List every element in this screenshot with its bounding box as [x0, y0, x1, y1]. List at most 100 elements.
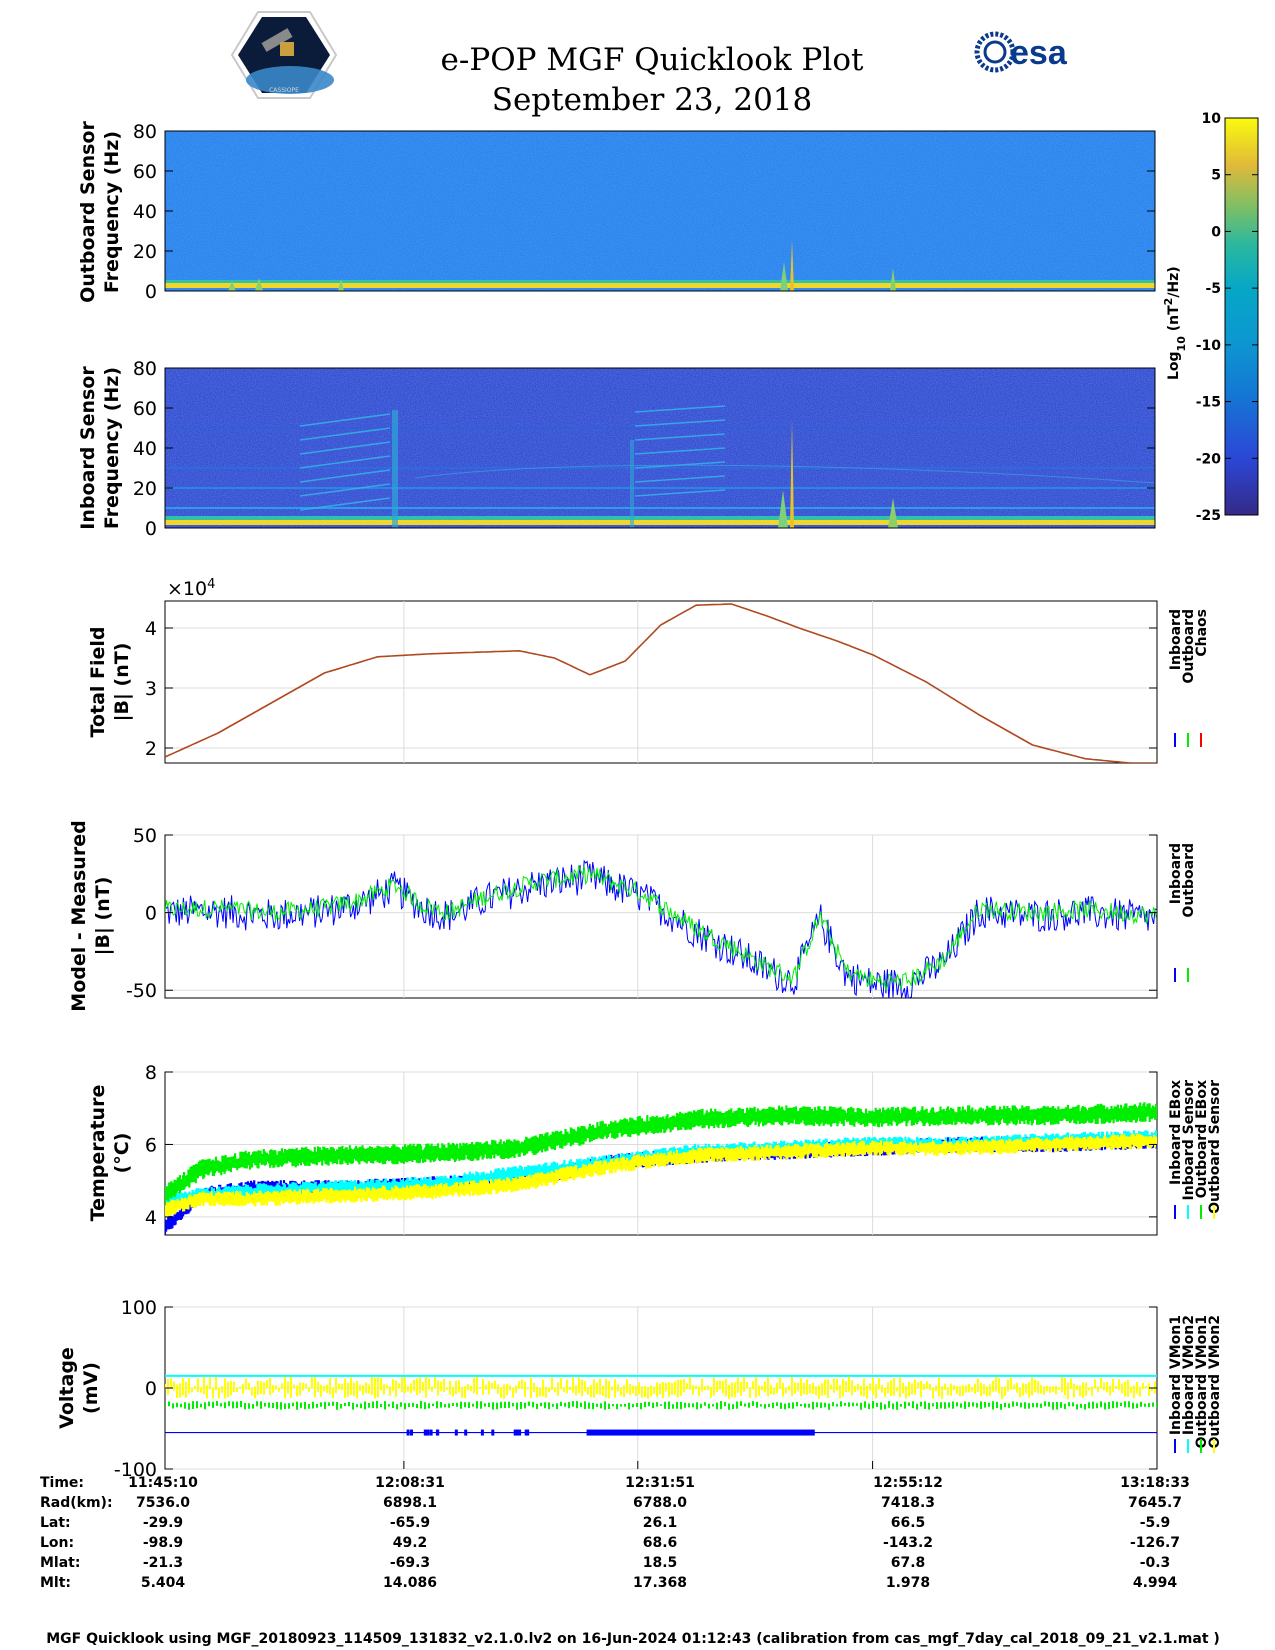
voltage-inboard-vmon1-burst	[464, 1429, 468, 1436]
legend-label: Outboard Sensor	[1207, 1080, 1223, 1214]
ephemeris-cell: 7418.3	[881, 1495, 935, 1511]
voltage-inboard-vmon1-burst	[426, 1429, 430, 1436]
voltage-inboard-vmon1-burst	[423, 1429, 427, 1436]
ephemeris-row-label: Rad(km):	[40, 1495, 113, 1511]
ephemeris-cell: -126.7	[1130, 1535, 1180, 1551]
legend-label: Inboard VMon1	[1168, 1315, 1184, 1435]
ephemeris-cell: -21.3	[143, 1555, 183, 1571]
outboard-burst-2	[780, 262, 788, 291]
outboard-y-tick-label: 20	[133, 241, 157, 263]
ephemeris-cell: 7645.7	[1128, 1495, 1182, 1511]
ephemeris-row-label: Mlat:	[40, 1555, 80, 1571]
ephemeris-cell: 5.404	[141, 1575, 186, 1591]
voltage-inboard-vmon1-burst	[480, 1429, 484, 1436]
temperature-panel: 8 6 4 Temperature (°C) Inboard EBoxInboard…	[87, 1062, 1223, 1236]
inboard-striation	[634, 489, 726, 497]
total-field-panel: 4 3 2 ×104 Total Field |B| (nT) InboardOut…	[87, 577, 1210, 764]
legend-label: Outboard VMon1	[1194, 1315, 1210, 1449]
outboard-y-ticks: 80 60 40 20 0	[133, 121, 1155, 303]
voltage-y-label-line2: (mV)	[80, 1362, 102, 1414]
ephemeris-cell: 49.2	[393, 1535, 428, 1551]
colorbar-tick-label: -5	[1205, 281, 1221, 297]
inboard-striation	[634, 419, 726, 427]
model-measured-y-tick-label: 50	[133, 825, 157, 847]
ephemeris-cell: 4.994	[1133, 1575, 1178, 1591]
outboard-low-band	[165, 280, 1155, 283]
colorbar-tick-label: 0	[1211, 224, 1221, 240]
model-measured-series	[165, 859, 1157, 998]
voltage-y-tick-label: 0	[145, 1378, 157, 1400]
voltage-inboard-vmon1-dense	[586, 1429, 815, 1436]
total-field-y-tick-label: 3	[145, 678, 157, 700]
voltage-inboard-vmon1-burst	[406, 1429, 410, 1436]
ephemeris-cell: -98.9	[143, 1535, 183, 1551]
page-title: e-POP MGF Quicklook Plot	[441, 42, 864, 78]
voltage-inboard-vmon1-burst	[515, 1429, 519, 1436]
ephemeris-cell: 13:18:33	[1120, 1475, 1190, 1491]
header: CASSIOPE e-POP MGF Quicklook Plot Septem…	[230, 11, 1068, 118]
inboard-striation	[634, 433, 726, 441]
ephemeris-row-label: Mlt:	[40, 1575, 71, 1591]
legend-label: Outboard	[1181, 609, 1197, 684]
ephemeris-cell: 11:45:10	[128, 1475, 198, 1491]
ephemeris-cell: 26.1	[643, 1515, 678, 1531]
total-field-line	[165, 603, 1157, 763]
cassiope-logo: CASSIOPE	[230, 11, 338, 99]
inboard-striation	[299, 469, 391, 483]
inboard-striations	[299, 405, 1155, 511]
temperature-y-label-line1: Temperature	[87, 1085, 109, 1222]
inboard-striation	[299, 427, 391, 441]
ephemeris-row-label: Time:	[40, 1475, 84, 1491]
inboard-dc-band	[165, 520, 1155, 525]
inboard-striation	[299, 455, 391, 469]
outboard-y-tick-label: 40	[133, 201, 157, 223]
voltage-series	[165, 1374, 1157, 1469]
ephemeris-cell: -143.2	[883, 1535, 933, 1551]
model-measured-y-tick-label: 0	[145, 903, 157, 925]
total-field-y-label-line2: |B| (nT)	[111, 643, 133, 722]
outboard-dc-band	[165, 283, 1155, 288]
inboard-striation	[299, 413, 391, 427]
voltage-inboard-vmon1-burst	[518, 1429, 522, 1436]
inboard-y-ticks: 80 60 40 20 0	[133, 358, 1155, 540]
inboard-striation	[414, 464, 1155, 484]
esa-logo: esa	[974, 31, 1068, 73]
ephemeris-cell: 12:31:51	[625, 1475, 695, 1491]
total-field-y-label-line1: Total Field	[87, 626, 109, 737]
colorbar-tick-label: -15	[1196, 395, 1221, 411]
model-measured-panel: 50 0 -50 Model - Measured |B| (nT) Inboard…	[68, 820, 1197, 1011]
inboard-spectrogram-noise	[165, 368, 1155, 528]
legend-label: Chaos	[1194, 609, 1210, 657]
inboard-low-band	[165, 516, 1155, 520]
temperature-y-tick-label: 8	[145, 1062, 157, 1084]
voltage-y-tick-label: 100	[121, 1297, 157, 1319]
ephemeris-table: Time: Rad(km): Lat: Lon: Mlat: Mlt: 11:45:10 75…	[40, 1475, 1190, 1591]
total-field-series	[165, 603, 1157, 763]
outboard-y-label-line1: Outboard Sensor	[77, 121, 99, 303]
temperature-y-tick-label: 6	[145, 1134, 157, 1156]
voltage-outboard-vmon1	[165, 1401, 1157, 1410]
ephemeris-cell: 66.5	[891, 1515, 926, 1531]
inboard-band-2	[630, 440, 634, 528]
model-measured-y-label-line2: |B| (nT)	[92, 877, 114, 956]
total-field-exponent: ×104	[167, 577, 215, 601]
footer-caption: MGF Quicklook using MGF_20180923_114509_…	[46, 1631, 1220, 1647]
inboard-y-tick-label: 0	[145, 518, 157, 540]
voltage-y-ticks: 100 0 -100	[114, 1297, 1157, 1481]
temperature-series	[165, 1102, 1157, 1235]
model-measured-y-tick-label: -50	[126, 980, 157, 1002]
ephemeris-cell: 6788.0	[633, 1495, 687, 1511]
page-date: September 23, 2018	[492, 82, 813, 118]
outboard-y-tick-label: 60	[133, 161, 157, 183]
outboard-y-label-line2: Frequency (Hz)	[101, 131, 123, 293]
ephemeris-cell: -69.3	[390, 1555, 430, 1571]
colorbar-tick-label: 10	[1202, 111, 1222, 127]
voltage-inboard-vmon1-burst	[410, 1429, 413, 1436]
outboard-y-tick-label: 80	[133, 121, 157, 143]
inboard-spectrogram-panel: 80 60 40 20 0 Inboard Sensor Frequency (Hz)	[77, 358, 1156, 540]
outboard-burst-1	[790, 240, 794, 291]
